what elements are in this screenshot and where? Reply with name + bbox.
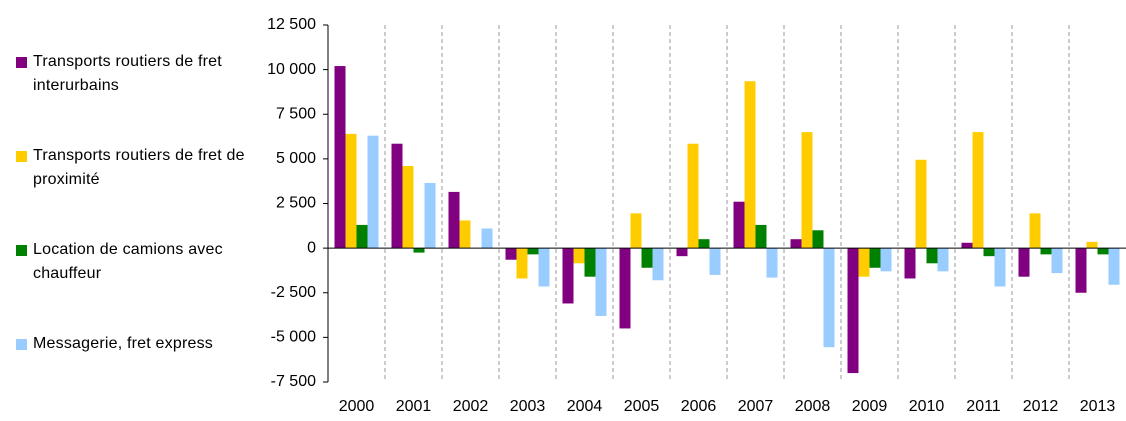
bar — [630, 213, 642, 249]
bar — [345, 133, 357, 249]
bar — [698, 239, 710, 249]
bar — [595, 248, 607, 316]
x-tick-label: 2013 — [1080, 398, 1116, 415]
bar — [459, 220, 471, 249]
bar — [1108, 248, 1120, 285]
x-tick-label: 2010 — [909, 398, 945, 415]
x-tick-label: 2008 — [795, 398, 831, 415]
bar — [790, 239, 802, 249]
bar — [904, 248, 916, 279]
bar — [926, 248, 938, 264]
bar — [402, 166, 414, 249]
bar — [538, 248, 550, 287]
bar — [573, 248, 585, 264]
bar — [516, 248, 528, 279]
x-tick-label: 2012 — [1023, 398, 1059, 415]
bar — [858, 248, 870, 277]
x-tick-label: 2006 — [681, 398, 717, 415]
y-tick-label: 7 500 — [276, 105, 316, 122]
x-tick-label: 2005 — [624, 398, 660, 415]
bar — [994, 248, 1006, 287]
bar — [1029, 213, 1041, 249]
bar — [766, 248, 778, 278]
bar — [812, 230, 824, 249]
bar — [755, 224, 767, 249]
bar — [334, 66, 346, 249]
legend-swatch — [16, 339, 27, 350]
legend-swatch — [16, 57, 27, 68]
bar — [652, 248, 664, 281]
y-tick-label: -5 000 — [271, 329, 316, 346]
legend-label: Location de camions avec chauffeur — [33, 241, 223, 282]
bar — [709, 248, 721, 275]
bar — [823, 248, 835, 348]
x-tick-label: 2011 — [966, 398, 1001, 415]
y-tick-label: -2 500 — [271, 284, 316, 301]
bar — [1097, 248, 1109, 255]
legend-swatch — [16, 151, 27, 162]
bar — [481, 228, 493, 249]
bar — [733, 201, 745, 249]
y-tick-label: 10 000 — [267, 61, 316, 78]
y-tick-label: 0 — [307, 239, 316, 256]
x-tick-label: 2000 — [339, 398, 375, 415]
bar — [961, 242, 973, 249]
x-tick-label: 2007 — [738, 398, 774, 415]
bar — [687, 143, 699, 249]
bar — [847, 248, 859, 374]
bar — [972, 132, 984, 249]
y-tick-label: -7 500 — [271, 373, 316, 390]
y-tick-label: 5 000 — [276, 150, 316, 167]
bar — [424, 182, 436, 249]
bar — [915, 159, 927, 249]
bar — [641, 248, 653, 268]
x-tick-label: 2001 — [396, 398, 432, 415]
x-tick-label: 2003 — [510, 398, 546, 415]
bar — [584, 248, 596, 277]
bar — [1051, 248, 1063, 274]
bar — [413, 248, 425, 253]
bar — [356, 224, 368, 249]
bar — [448, 191, 460, 249]
bar — [562, 248, 574, 304]
bar — [1075, 248, 1087, 293]
legend-label: Transports routiers de fret interurbains — [33, 53, 222, 94]
legend-swatch — [16, 245, 27, 256]
bar — [983, 248, 995, 257]
bar — [1040, 248, 1052, 255]
bar — [744, 81, 756, 249]
y-tick-label: 12 500 — [267, 16, 316, 33]
bar — [619, 248, 631, 329]
bar — [1086, 241, 1098, 249]
bar — [367, 135, 379, 249]
bar — [869, 248, 881, 268]
bar — [880, 248, 892, 272]
bar — [1018, 248, 1030, 277]
bar — [391, 143, 403, 249]
bar — [505, 248, 517, 260]
bar — [527, 248, 539, 255]
bar — [676, 248, 688, 257]
bar — [937, 248, 949, 272]
x-tick-label: 2002 — [453, 398, 489, 415]
y-tick-label: 2 500 — [276, 195, 316, 212]
bar — [801, 132, 813, 249]
legend-label: Messagerie, fret express — [33, 335, 213, 352]
x-tick-label: 2004 — [567, 398, 603, 415]
x-tick-label: 2009 — [852, 398, 888, 415]
legend-label: Transports routiers de fret de proximité — [33, 147, 245, 188]
